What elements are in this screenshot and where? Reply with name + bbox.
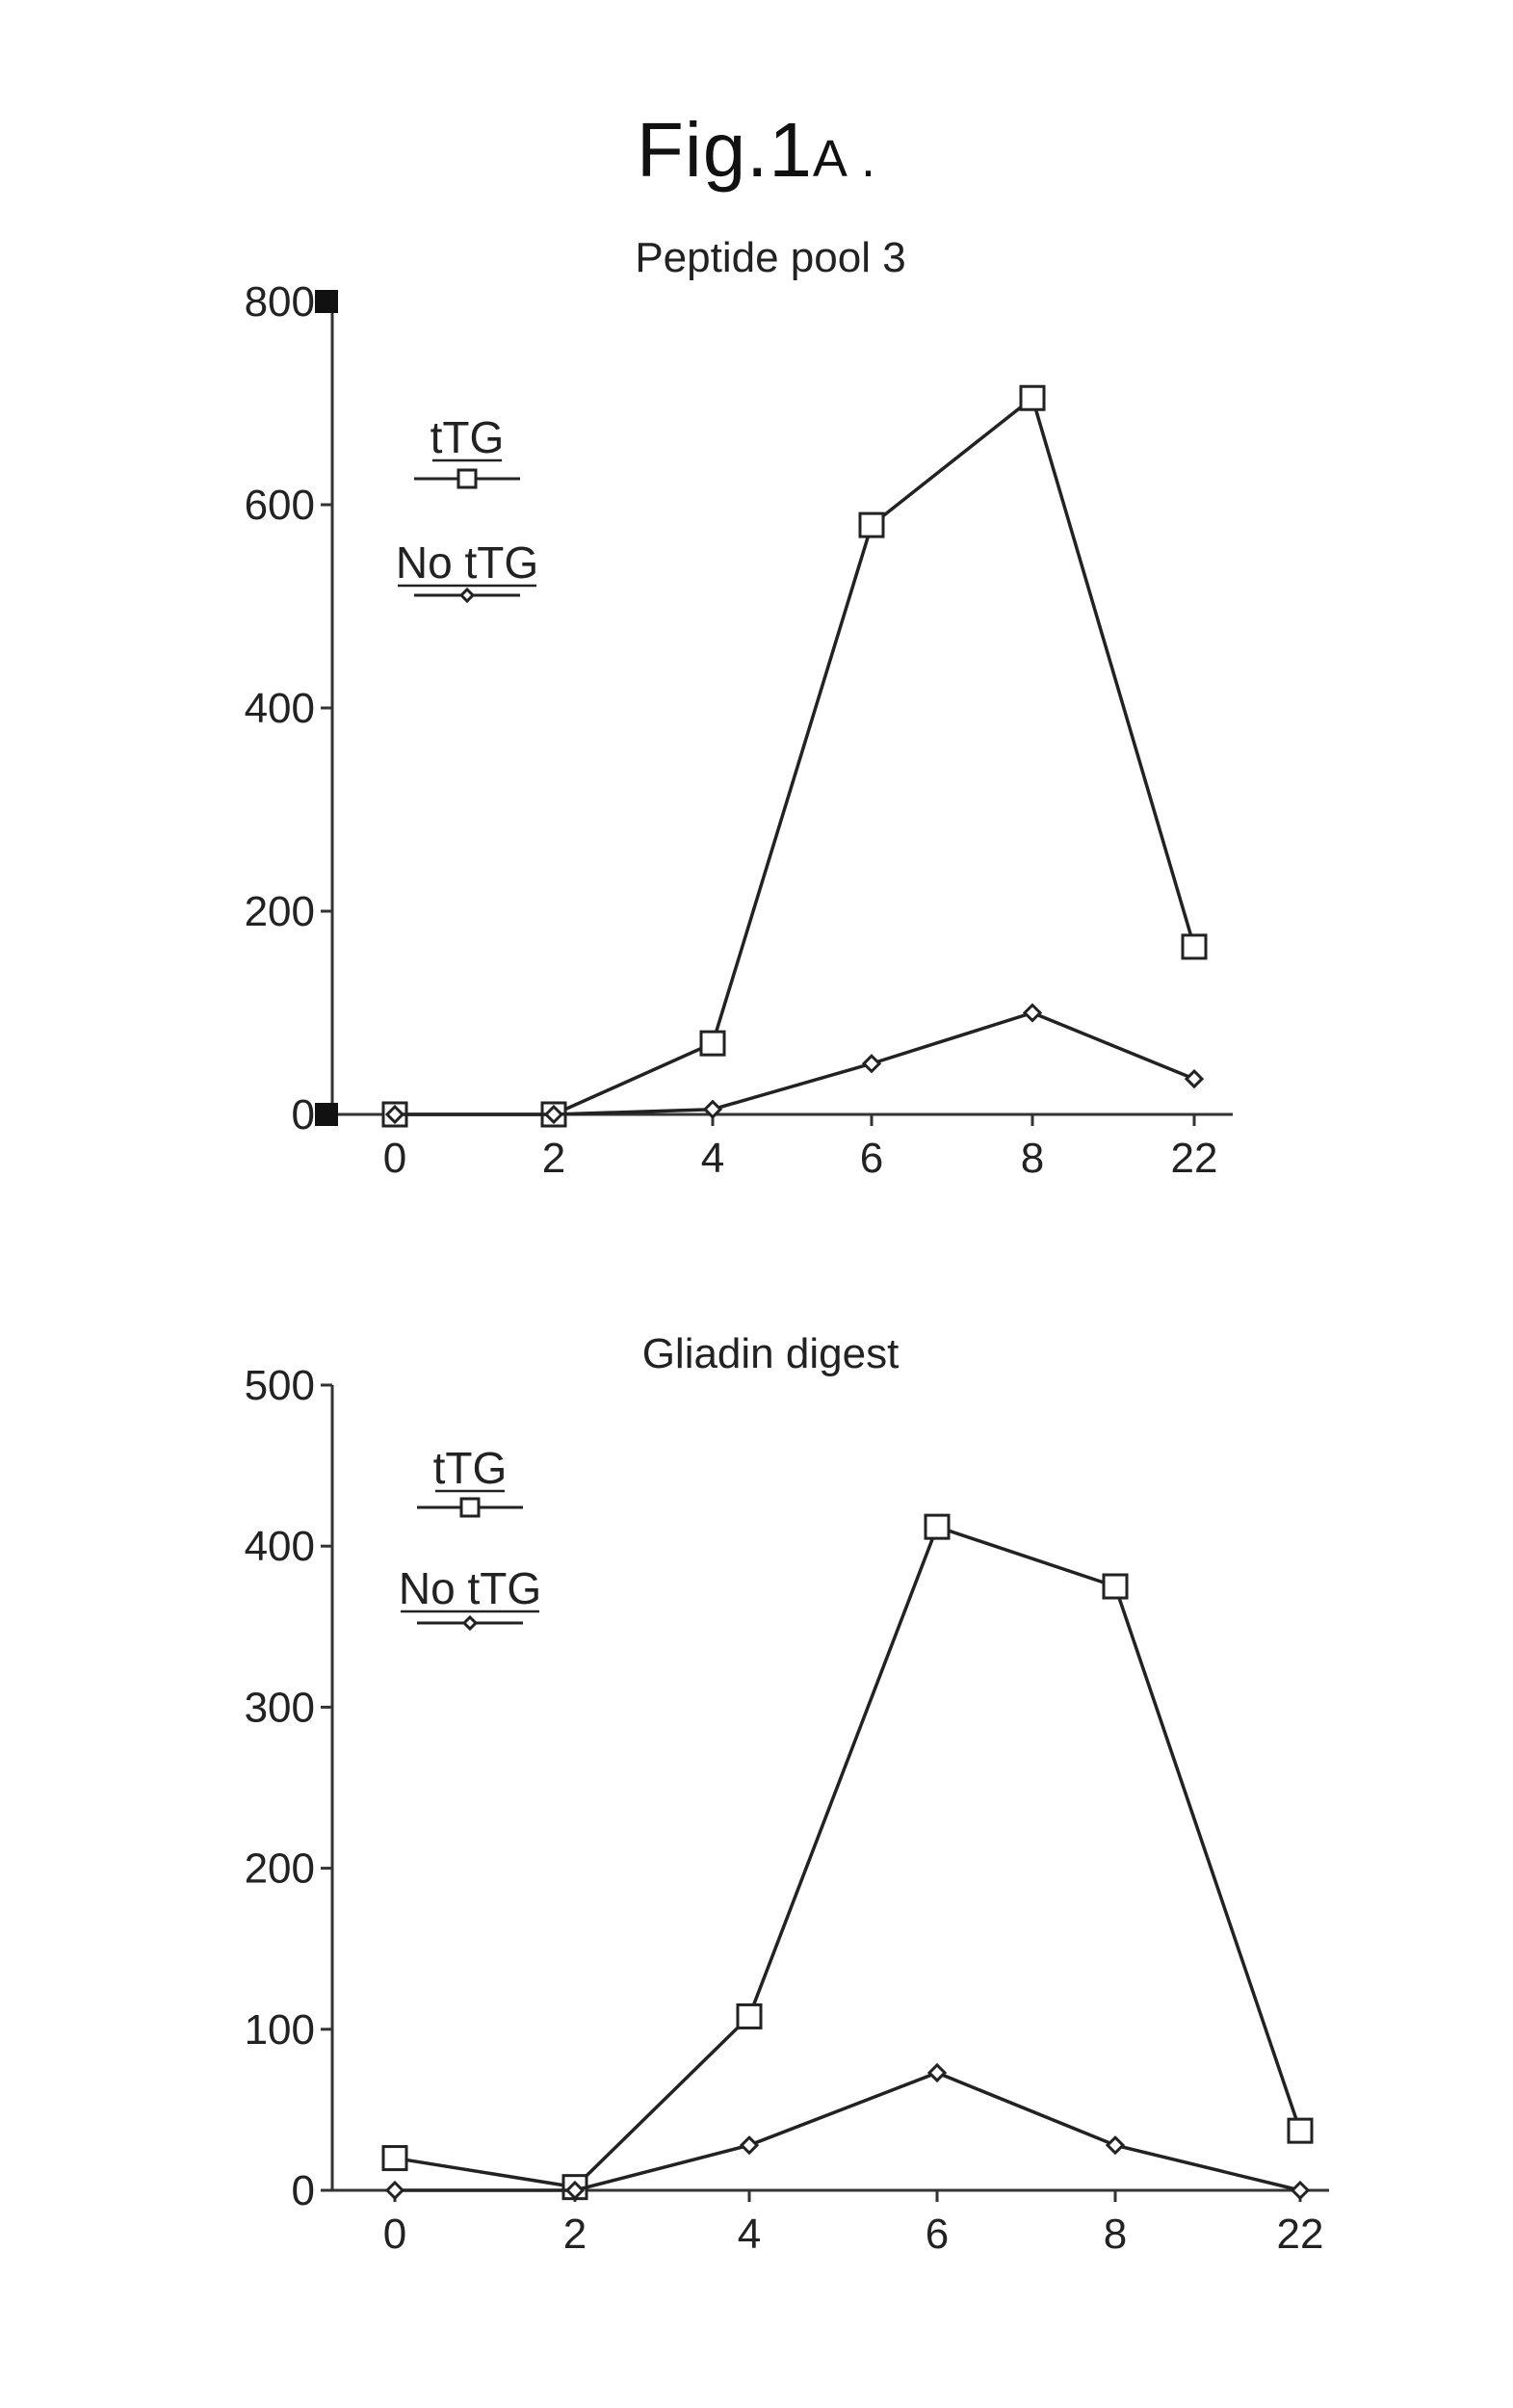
y-tick-label: 200	[245, 888, 315, 935]
data-point-diamond	[864, 1056, 879, 1071]
y-tick-label: 300	[245, 1684, 315, 1731]
data-point-diamond	[929, 2065, 945, 2081]
data-point-diamond	[1108, 2137, 1123, 2153]
data-point-square	[1104, 1575, 1127, 1598]
y-tick-label: 800	[245, 278, 315, 326]
legend-label: tTG	[433, 1443, 508, 1493]
chart-gliadin-digest: Gliadin digest 0 100 200 300 400 500 0 2 4 6 8 22 tTG…	[0, 1204, 1513, 2408]
y-tick-label: 500	[245, 1362, 315, 1409]
x-tick-label: 0	[383, 2211, 406, 2258]
data-point-square	[383, 2147, 406, 2170]
y-tick-label: 0	[292, 1091, 315, 1139]
legend-marker-diamond	[461, 589, 473, 601]
chart-peptide-pool-3: Peptide pool 3 0 200 400 600 800 0 2 4 6 8 22 tTG No …	[0, 0, 1513, 1204]
legend-marker-square	[461, 1499, 479, 1516]
data-point-diamond	[1187, 1071, 1202, 1086]
data-point-square	[1289, 2119, 1312, 2142]
x-tick-label: 22	[1277, 2211, 1324, 2258]
data-point-diamond	[1025, 1006, 1040, 1021]
y-tick-label: 200	[245, 1845, 315, 1893]
legend-marker-square	[458, 470, 476, 487]
x-tick-label: 8	[1021, 1135, 1044, 1182]
legend-label: tTG	[430, 412, 505, 462]
data-point-square	[926, 1515, 949, 1538]
legend-label: No tTG	[399, 1563, 541, 1613]
x-tick-label: 4	[701, 1135, 724, 1182]
series-line-ttg	[395, 1527, 1300, 2187]
x-tick-label: 8	[1104, 2211, 1127, 2258]
data-point-square	[738, 2004, 761, 2028]
data-point-diamond	[387, 2183, 403, 2198]
chart-title: Peptide pool 3	[635, 234, 905, 281]
data-point-square	[1021, 386, 1044, 409]
y-tick-label: 400	[245, 685, 315, 732]
y-tick-label: 100	[245, 2006, 315, 2054]
x-tick-label: 6	[860, 1135, 883, 1182]
x-tick-label: 6	[926, 2211, 949, 2258]
series-line-no-ttg	[395, 1013, 1194, 1115]
chart-title: Gliadin digest	[642, 1330, 900, 1377]
y-axis-end-marker	[315, 1103, 338, 1126]
y-tick-label: 600	[245, 482, 315, 529]
data-point-diamond	[742, 2137, 757, 2153]
x-tick-label: 4	[738, 2211, 761, 2258]
data-point-square	[860, 513, 883, 537]
data-point-square	[1183, 935, 1206, 958]
data-point-diamond	[1292, 2183, 1308, 2198]
x-tick-label: 22	[1171, 1135, 1218, 1182]
x-tick-label: 0	[383, 1135, 406, 1182]
x-tick-label: 2	[542, 1135, 565, 1182]
y-tick-label: 0	[292, 2167, 315, 2214]
series-line-no-ttg	[395, 2073, 1300, 2190]
y-tick-label: 400	[245, 1523, 315, 1570]
data-point-square	[701, 1032, 724, 1055]
legend-label: No tTG	[396, 537, 538, 588]
y-axis-end-marker	[315, 290, 338, 313]
series-line-ttg	[395, 398, 1194, 1114]
legend-marker-diamond	[464, 1617, 476, 1629]
x-tick-label: 2	[563, 2211, 587, 2258]
